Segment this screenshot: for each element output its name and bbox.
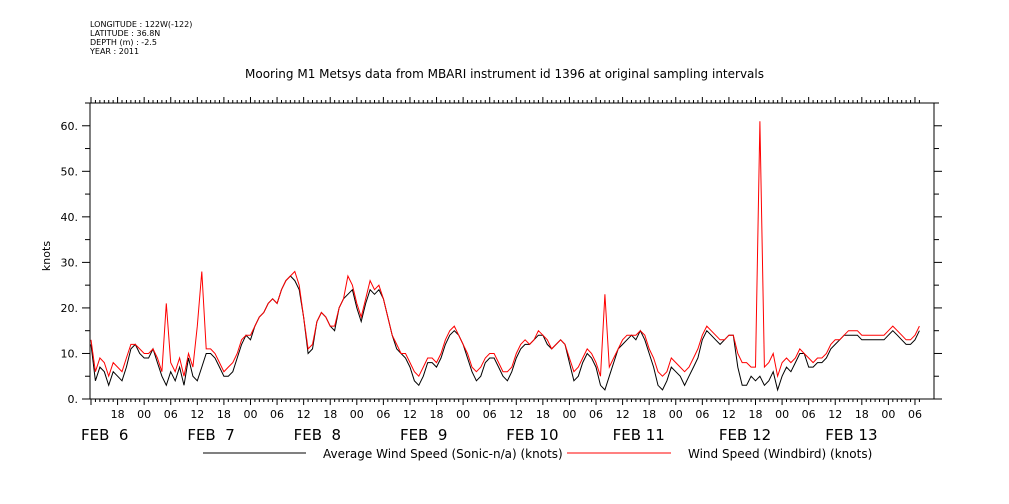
y-tick-label: 60. — [61, 120, 79, 133]
y-tick-label: 0. — [68, 393, 79, 406]
x-hour-label: 00 — [562, 408, 576, 421]
x-hour-label: 06 — [483, 408, 497, 421]
x-hour-label: 06 — [164, 408, 178, 421]
year-text: YEAR : 2011 — [90, 47, 140, 56]
y-axis: 0. 10. 20. 30. 40. 50. 60. — [61, 102, 942, 406]
x-hour-label: 12 — [722, 408, 736, 421]
x-hour-label: 12 — [828, 408, 842, 421]
x-date-label: FEB 8 — [294, 426, 341, 444]
x-hour-label: 00 — [243, 408, 257, 421]
y-tick-label: 10. — [61, 347, 79, 360]
x-hour-label: 18 — [749, 408, 763, 421]
x-hour-label: 18 — [323, 408, 337, 421]
x-hour-label: 06 — [589, 408, 603, 421]
x-hour-label: 12 — [616, 408, 630, 421]
x-hour-label: 06 — [270, 408, 284, 421]
x-date-label: FEB 10 — [506, 426, 558, 444]
x-hour-label: 18 — [111, 408, 125, 421]
x-date-label: FEB 11 — [613, 426, 665, 444]
x-hour-label: 18 — [430, 408, 444, 421]
x-hour-label: 00 — [456, 408, 470, 421]
plot-frame — [89, 97, 935, 405]
x-hour-label: 00 — [775, 408, 789, 421]
y-tick-label: 30. — [61, 256, 79, 269]
x-date-label: FEB 6 — [81, 426, 128, 444]
x-hour-label: 12 — [297, 408, 311, 421]
x-hour-label: 00 — [881, 408, 895, 421]
metadata-block: LONGITUDE : 122W(-122) LATITUDE : 36.8N … — [90, 20, 192, 56]
x-hour-label: 00 — [137, 408, 151, 421]
legend: Average Wind Speed (Sonic-n/a) (knots) Wi… — [203, 447, 872, 461]
series-line-average-wind-speed — [90, 275, 920, 392]
x-hour-label: 00 — [350, 408, 364, 421]
x-hour-label: 06 — [376, 408, 390, 421]
x-axis: 18 00 06 12 18 00 06 12 18 00 06 12 18 00 06 12 18 00 06 12… — [81, 408, 922, 444]
y-tick-label: 40. — [61, 211, 79, 224]
x-hour-label: 00 — [669, 408, 683, 421]
x-hour-label: 12 — [190, 408, 204, 421]
x-hour-label: 06 — [908, 408, 922, 421]
longitude-text: LONGITUDE : 122W(-122) — [90, 20, 193, 29]
depth-text: DEPTH (m) : -2.5 — [90, 38, 157, 47]
x-hour-label: 18 — [642, 408, 656, 421]
series-layer — [90, 121, 920, 392]
x-hour-label: 06 — [802, 408, 816, 421]
x-date-label: FEB 9 — [400, 426, 447, 444]
series-line-windbird-wind-speed — [90, 121, 920, 379]
legend-label-average: Average Wind Speed (Sonic-n/a) (knots) — [323, 447, 563, 461]
x-hour-label: 12 — [403, 408, 417, 421]
x-hour-label: 18 — [536, 408, 550, 421]
x-date-label: FEB 12 — [719, 426, 771, 444]
x-hour-label: 18 — [855, 408, 869, 421]
x-hour-label: 18 — [217, 408, 231, 421]
legend-label-windbird: Wind Speed (Windbird) (knots) — [688, 447, 872, 461]
chart-title: Mooring M1 Metsys data from MBARI instru… — [245, 67, 764, 81]
plot-border — [89, 102, 935, 400]
x-date-label: FEB 13 — [825, 426, 877, 444]
y-tick-label: 50. — [61, 165, 79, 178]
y-tick-label: 20. — [61, 302, 79, 315]
x-date-label: FEB 7 — [187, 426, 234, 444]
latitude-text: LATITUDE : 36.8N — [90, 29, 161, 38]
x-hour-label: 06 — [695, 408, 709, 421]
x-hour-label: 12 — [509, 408, 523, 421]
y-axis-label: knots — [40, 241, 53, 271]
